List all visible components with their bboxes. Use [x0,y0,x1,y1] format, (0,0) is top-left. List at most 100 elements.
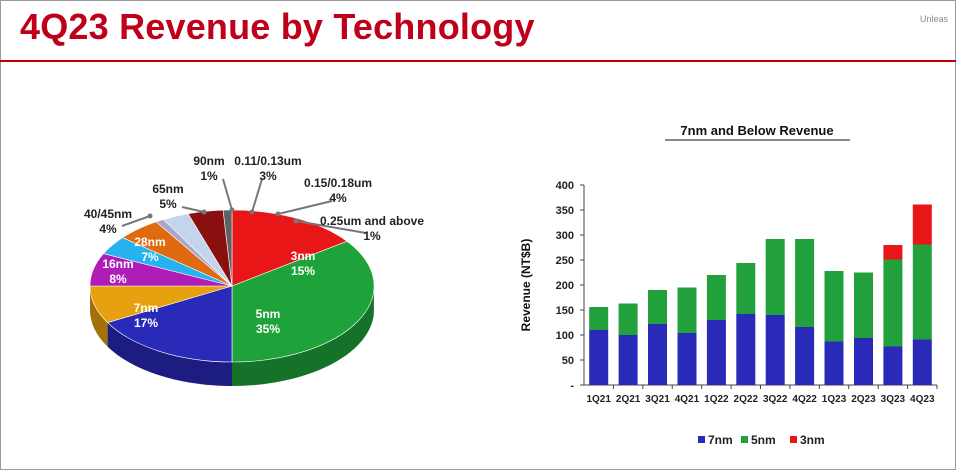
bar-7nm-3q22 [765,315,785,385]
bar-5nm-3q22 [765,239,785,315]
y-tick-label: - [570,380,574,392]
pie-slice-5nm [231,240,375,363]
pie-pct-0-25um-and-above: 1% [363,229,381,243]
x-tick-label-1q23: 1Q23 [822,394,847,405]
pie-label-16nm: 16nm [102,257,133,271]
legend-label-5nm: 5nm [751,433,776,447]
x-tick-label-3q22: 3Q22 [763,394,788,405]
bar-5nm-3q21 [648,290,667,324]
pie-leader-0-11-0-13um [251,178,263,213]
bar-7nm-4q21 [677,333,697,385]
x-tick-label-2q22: 2Q22 [734,394,759,405]
pie-label-65nm: 65nm [152,182,183,196]
pie-pct-0-11-0-13um: 3% [259,169,277,183]
y-tick-label: 400 [556,180,574,192]
legend-swatch-7nm [698,436,705,443]
bar-7nm-4q22 [795,327,815,385]
y-tick-label: 50 [562,355,574,367]
bar-7nm-1q22 [706,320,726,385]
pie-slice-3nm [231,209,348,287]
pie-leader-dot-90nm [229,207,235,213]
bar-5nm-1q21 [589,307,609,330]
page-title: 4Q23 Revenue by Technology [20,6,535,47]
bar-5nm-2q23 [854,272,873,338]
pie-label-5nm: 5nm [256,307,281,321]
y-tick-label: 150 [556,305,574,317]
x-tick-label-1q21: 1Q21 [586,394,611,405]
pie-side-5nm [232,288,374,386]
y-tick-label: 200 [556,280,574,292]
pie-pct-16nm: 8% [109,272,127,286]
bar-7nm-2q23 [854,338,873,385]
y-axis-label: Revenue (NT$B) [519,239,533,332]
legend-label-7nm: 7nm [708,433,733,447]
bar-5nm-2q21 [618,303,638,335]
y-tick-label: 300 [556,230,574,242]
bar-5nm-4q21 [677,287,697,333]
pie-label-7nm: 7nm [134,301,159,315]
legend-swatch-3nm [790,436,797,443]
bar-7nm-2q22 [736,314,756,385]
bar-5nm-1q22 [706,275,726,320]
bar-5nm-1q23 [824,271,844,342]
pie-leader-dot-65nm [201,209,207,215]
bar-3nm-4q23 [912,204,932,245]
pie-leader-90nm [222,178,233,211]
pie-pct-5nm: 35% [256,322,280,336]
pie-label-28nm: 28nm [134,235,165,249]
pie-pct-0-15-0-18um: 4% [329,191,347,205]
pie-label-3nm: 3nm [291,249,316,263]
bar-5nm-2q22 [736,263,756,314]
pie-label-90nm: 90nm [193,154,224,168]
pie-leader-0-25um-and-above [295,220,367,234]
x-tick-label-2q23: 2Q23 [851,394,876,405]
pie-label-40-45nm: 40/45nm [84,207,132,221]
corner-text: Unleas [920,14,949,24]
x-tick-label-3q23: 3Q23 [881,394,906,405]
pie-pct-28nm: 7% [141,250,159,264]
pie-pct-90nm: 1% [200,169,218,183]
bar-7nm-3q23 [883,346,903,385]
pie-leader-0-15-0-18um [277,200,333,215]
legend-swatch-5nm [741,436,748,443]
bar-5nm-3q23 [883,259,903,347]
x-tick-label-4q23: 4Q23 [910,394,935,405]
bar-chart-title: 7nm and Below Revenue [680,123,833,138]
pie-slice-7nm [107,285,233,363]
y-tick-label: 350 [556,205,574,217]
pie-label-0-15-0-18um: 0.15/0.18um [304,176,372,190]
pie-label-0-25um-and-above: 0.25um and above [320,214,424,228]
pie-leader-dot-0-15-0-18um [275,211,281,217]
bar-7nm-4q23 [912,339,932,385]
pie-leader-dot-0-11-0-13um [249,209,255,215]
pie-leader-65nm [181,206,205,213]
legend-label-3nm: 3nm [800,433,825,447]
pie-pct-3nm: 15% [291,264,315,278]
pie-leader-dot-0-25um-and-above [293,218,299,224]
bar-7nm-2q21 [618,335,638,385]
bar-7nm-1q21 [589,330,609,385]
bar-7nm-3q21 [648,324,667,385]
title-divider [0,60,956,62]
bar-5nm-4q23 [912,244,932,340]
x-tick-label-1q22: 1Q22 [704,394,729,405]
pie-side-16nm [90,287,108,347]
x-tick-label-2q21: 2Q21 [616,394,641,405]
pie-pct-40-45nm: 4% [99,222,117,236]
y-tick-label: 100 [556,330,574,342]
bar-3nm-3q23 [883,245,903,260]
x-tick-label-4q21: 4Q21 [675,394,700,405]
pie-leader-dot-40-45nm [147,213,153,219]
pie-pct-7nm: 17% [134,316,158,330]
y-tick-label: 250 [556,255,574,267]
pie-pct-65nm: 5% [159,197,177,211]
pie-label-0-11-0-13um: 0.11/0.13um [234,154,301,168]
bar-7nm-1q23 [824,341,844,385]
pie-leader-40-45nm [121,215,151,227]
x-tick-label-4q22: 4Q22 [792,394,817,405]
pie-side-7nm [107,322,232,386]
x-tick-label-3q21: 3Q21 [645,394,670,405]
